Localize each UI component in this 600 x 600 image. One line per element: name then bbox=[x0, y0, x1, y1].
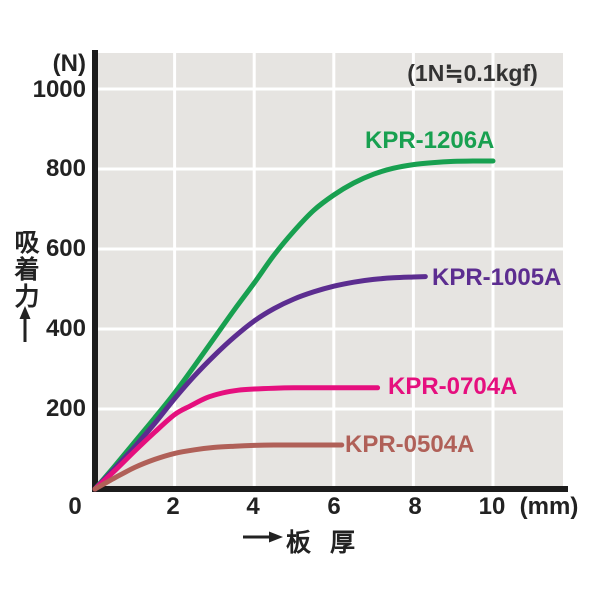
y-axis-line bbox=[92, 50, 98, 492]
series-label-kpr-1206a: KPR-1206A bbox=[365, 127, 495, 154]
curve-kpr-0504a bbox=[92, 442, 345, 492]
y-tick-800: 800 bbox=[45, 155, 86, 182]
x-tick-4: 4 bbox=[246, 493, 260, 520]
y-tick-400: 400 bbox=[45, 315, 86, 342]
x-axis-line bbox=[92, 486, 568, 492]
x-tick-8: 8 bbox=[408, 493, 422, 520]
y-axis-unit: (N) bbox=[52, 50, 86, 77]
curve-kpr-0704a bbox=[92, 385, 381, 492]
y-axis-direction-arrowhead bbox=[19, 306, 31, 319]
chart-annotation: (1N≒0.1kgf) bbox=[407, 60, 538, 86]
x-tick-10: 10 bbox=[478, 493, 506, 520]
curve-kpr-1005a bbox=[92, 274, 428, 492]
curve-kpr-1206a bbox=[92, 158, 496, 492]
y-tick-200: 200 bbox=[45, 395, 86, 422]
series-label-kpr-1005a: KPR-1005A bbox=[432, 264, 562, 291]
y-axis-title: 吸着力 bbox=[11, 229, 39, 310]
y-tick-1000: 1000 bbox=[32, 76, 86, 103]
series-label-kpr-0704a: KPR-0704A bbox=[388, 373, 518, 400]
series-label-kpr-0504a: KPR-0504A bbox=[345, 431, 475, 458]
origin-tick: 0 bbox=[68, 493, 82, 520]
x-axis-unit: (mm) bbox=[519, 493, 579, 520]
x-tick-6: 6 bbox=[327, 493, 341, 520]
x-axis-title: 板 厚 bbox=[286, 529, 361, 557]
y-tick-600: 600 bbox=[45, 235, 86, 262]
x-tick-2: 2 bbox=[166, 493, 180, 520]
x-axis-direction-arrowhead bbox=[269, 531, 283, 543]
